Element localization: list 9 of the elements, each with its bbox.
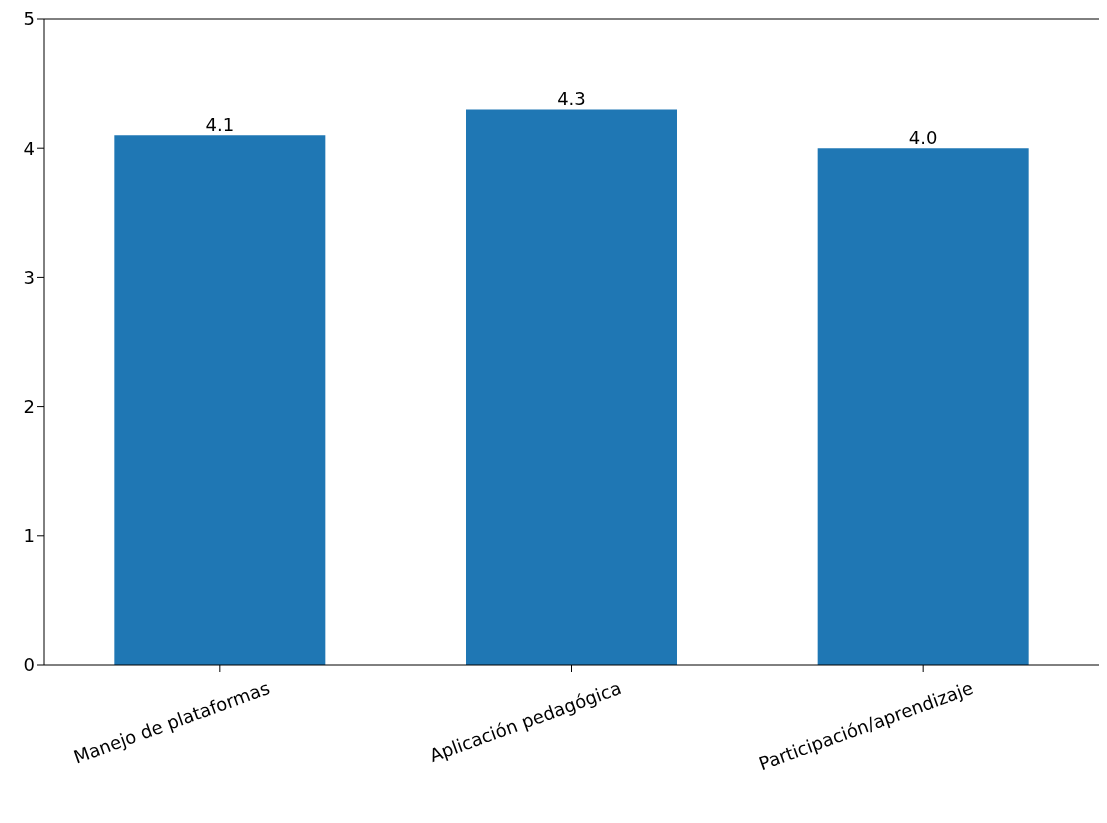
y-tick-label: 5 <box>23 8 35 30</box>
y-tick-label: 0 <box>23 654 35 676</box>
y-tick-label: 4 <box>23 137 35 159</box>
y-tick-label: 1 <box>23 525 35 547</box>
data-label: 4.0 <box>908 127 938 149</box>
y-tick-label: 3 <box>23 266 35 288</box>
y-tick-label: 2 <box>23 395 35 417</box>
data-label: 4.1 <box>205 114 235 136</box>
data-label: 4.3 <box>557 88 586 110</box>
